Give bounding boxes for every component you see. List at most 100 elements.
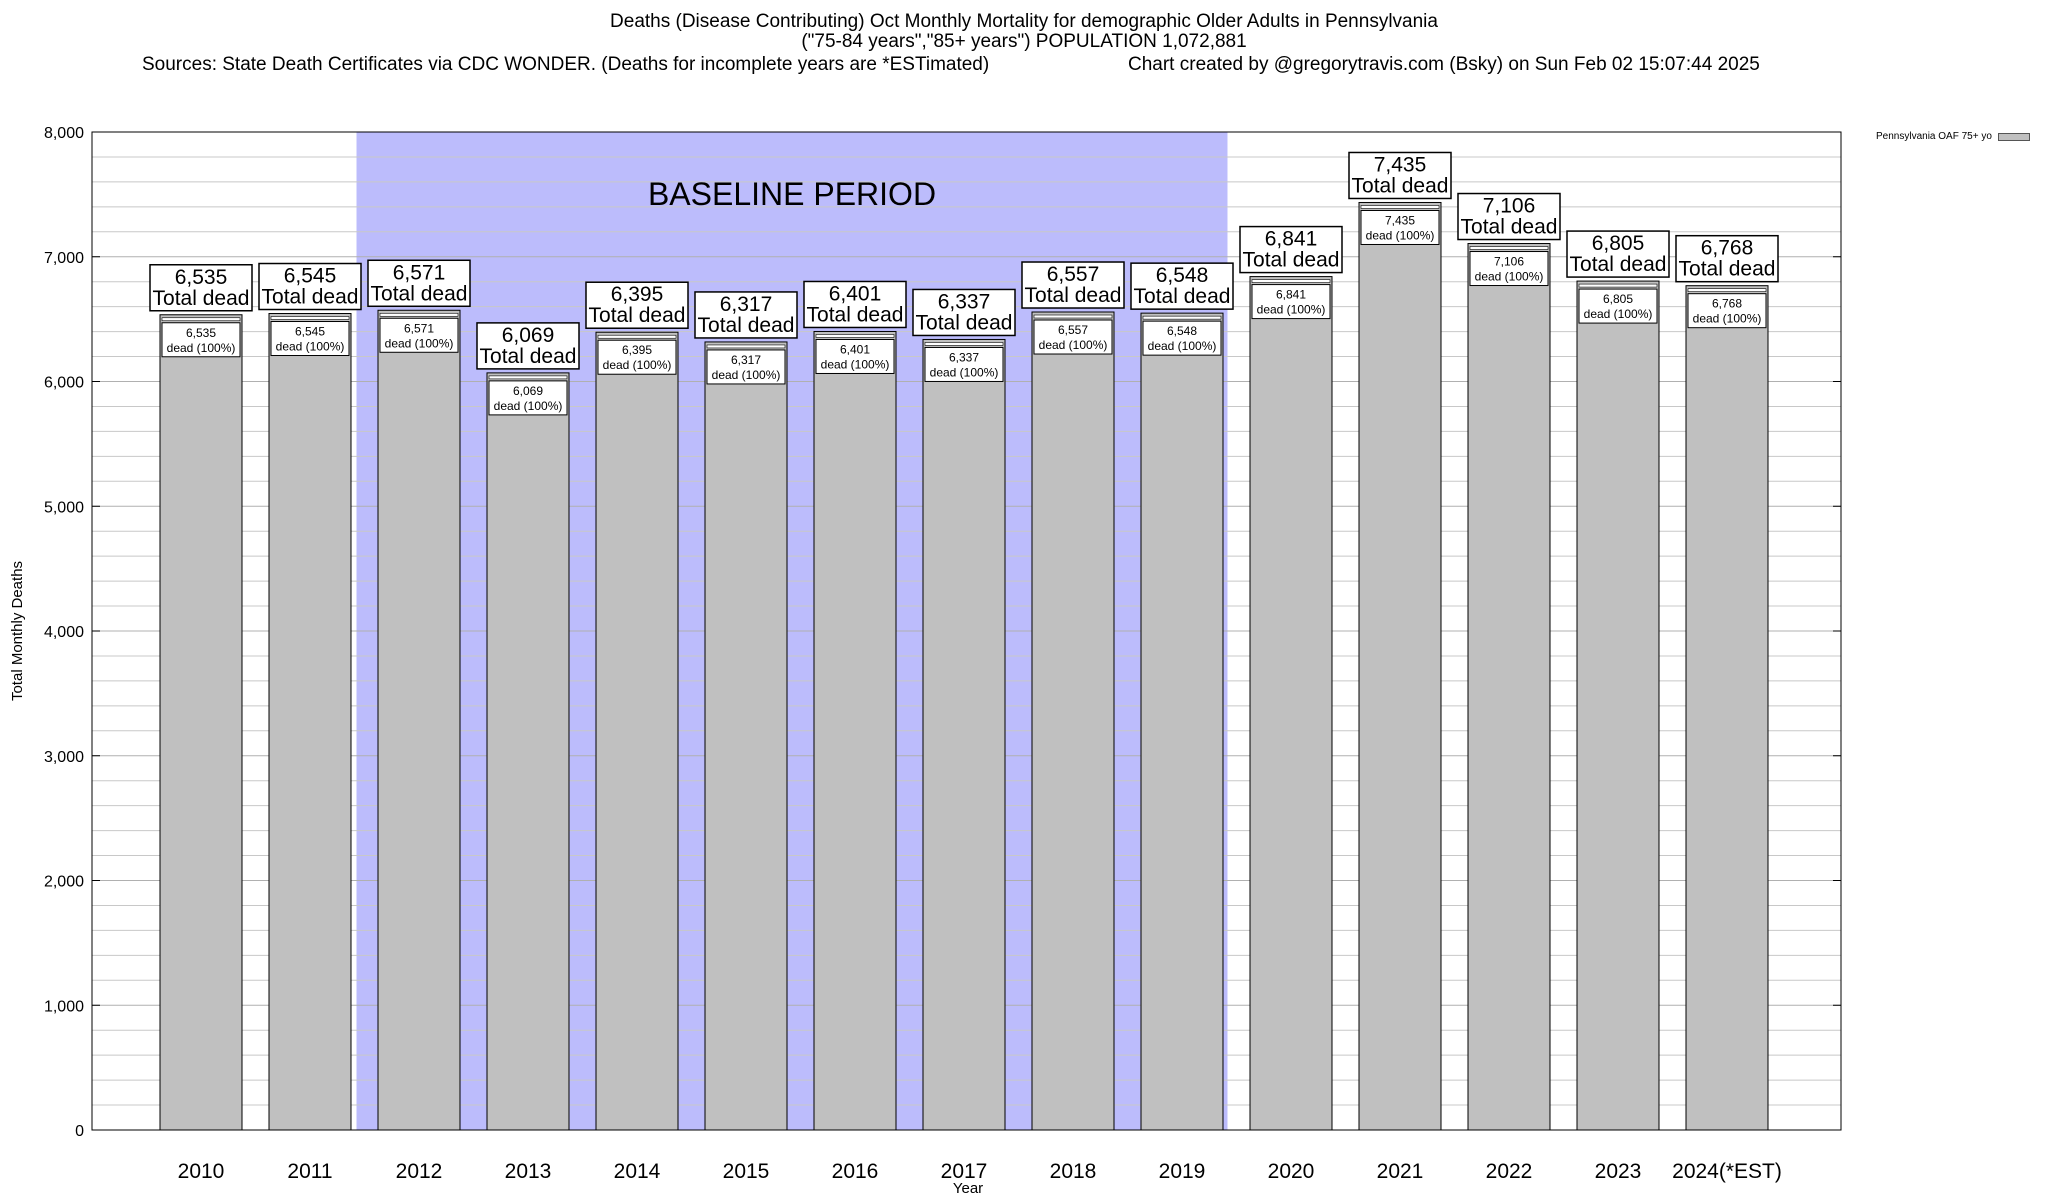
bar-inner-value: 6,571 <box>404 321 434 335</box>
bar-inner-label-box <box>706 349 786 385</box>
bar <box>1249 276 1333 1131</box>
bar-total-value: 7,435 <box>1374 153 1427 176</box>
x-tick-label: 2022 <box>1486 1160 1533 1183</box>
baseline-period-label: BASELINE PERIOD <box>648 176 936 212</box>
bar-inner-value: 6,337 <box>949 350 979 364</box>
bar-inner-value: 6,545 <box>295 325 325 339</box>
bar-total-text: Total dead <box>371 282 468 305</box>
legend: Pennsylvania OAF 75+ yo <box>1876 131 2030 142</box>
y-tick-label: 3,000 <box>44 749 84 766</box>
x-tick-label: 2024(*EST) <box>1672 1160 1782 1183</box>
bar-total-value: 6,395 <box>611 283 664 306</box>
bar <box>1358 201 1442 1131</box>
bar-inner-label-box <box>815 338 895 374</box>
bar <box>1031 311 1115 1131</box>
bar-total-text: Total dead <box>916 311 1013 334</box>
y-tick-label: 2,000 <box>44 874 84 891</box>
bar-total-label-box <box>476 322 580 370</box>
x-tick-label: 2020 <box>1268 1160 1315 1183</box>
y-tick-label: 7,000 <box>44 250 84 267</box>
x-tick-label: 2013 <box>505 1160 552 1183</box>
bar-inner-label-box <box>161 322 241 358</box>
legend-swatch <box>1997 132 2030 141</box>
bar-inner-label-box <box>1033 319 1113 355</box>
bar-inner-percent: dead (100%) <box>1584 307 1653 321</box>
bar-inner-percent: dead (100%) <box>1366 228 1435 242</box>
bar-top-strip <box>1687 288 1767 292</box>
bar-inner-label-box <box>1469 251 1549 287</box>
bar-total-label-box <box>367 259 471 308</box>
bar-inner-label-box <box>488 380 568 416</box>
bar-total-text: Total dead <box>1461 216 1558 239</box>
bar-total-value: 6,557 <box>1047 263 1100 286</box>
x-axis-label: Year <box>953 1180 983 1197</box>
bar-total-label-box <box>694 291 798 339</box>
bar-total-label-box <box>585 281 689 329</box>
bar-total-value: 6,317 <box>720 293 773 316</box>
bar-inner-label-box <box>270 321 350 357</box>
bar-total-value: 6,337 <box>938 290 991 313</box>
legend-label: Pennsylvania OAF 75+ yo <box>1876 131 1992 142</box>
bar-inner-label-box <box>1251 284 1331 320</box>
bar-top-strip <box>1360 205 1440 209</box>
bar-total-value: 6,401 <box>829 282 882 305</box>
bar-inner-value: 6,317 <box>731 353 761 367</box>
bar-total-label-box <box>1021 261 1125 309</box>
bar-inner-percent: dead (100%) <box>494 399 563 413</box>
bar-inner-value: 6,805 <box>1603 292 1633 306</box>
bar-top-strip <box>1251 279 1331 283</box>
bar-total-label-box <box>258 262 362 311</box>
bar-total-label-box <box>1566 230 1670 278</box>
bar <box>704 341 788 1131</box>
y-tick-label: 1,000 <box>44 998 84 1015</box>
bar-total-text: Total dead <box>153 287 250 310</box>
bar-total-text: Total dead <box>480 345 577 368</box>
bar-total-text: Total dead <box>1025 284 1122 307</box>
bar-top-strip <box>1578 283 1658 288</box>
bar <box>1467 243 1551 1131</box>
bar-top-strip <box>597 334 677 339</box>
x-tick-label: 2012 <box>396 1160 443 1183</box>
bar-inner-percent: dead (100%) <box>1475 270 1544 284</box>
y-tick-label: 0 <box>75 1123 84 1140</box>
bar-total-text: Total dead <box>698 314 795 337</box>
bar <box>486 372 570 1131</box>
x-tick-label: 2015 <box>723 1160 770 1183</box>
bar-total-label-box <box>803 280 907 329</box>
bar <box>1576 280 1660 1131</box>
y-tick-label: 5,000 <box>44 499 84 516</box>
bar-inner-value: 6,768 <box>1712 297 1742 311</box>
bar-inner-value: 6,548 <box>1167 324 1197 338</box>
bar-inner-label-box <box>924 346 1004 382</box>
bar-inner-percent: dead (100%) <box>167 341 236 355</box>
bar-inner-percent: dead (100%) <box>385 336 454 350</box>
bar-top-strip <box>924 342 1004 346</box>
bar <box>1685 285 1769 1131</box>
y-tick-label: 6,000 <box>44 375 84 392</box>
bar <box>377 309 461 1131</box>
bar <box>1140 312 1224 1131</box>
bar-total-label-box <box>1239 225 1343 274</box>
x-tick-label: 2019 <box>1159 1160 1206 1183</box>
bar <box>922 338 1006 1131</box>
bar-inner-percent: dead (100%) <box>930 365 999 379</box>
bar-inner-value: 6,535 <box>186 326 216 340</box>
bar-inner-percent: dead (100%) <box>603 358 672 372</box>
chart-credit: Chart created by @gregorytravis.com (Bsk… <box>1128 54 1760 75</box>
bar-inner-percent: dead (100%) <box>1693 312 1762 326</box>
title-line-2: ("75-84 years","85+ years") POPULATION 1… <box>801 31 1247 52</box>
bar-top-strip <box>815 334 895 338</box>
bar-total-text: Total dead <box>1352 174 1449 197</box>
bar-top-strip <box>270 316 350 320</box>
x-tick-label: 2011 <box>287 1160 332 1183</box>
sources-note: Sources: State Death Certificates via CD… <box>142 54 990 75</box>
bar-top-strip <box>161 317 241 322</box>
bar-inner-label-box <box>379 317 459 353</box>
x-tick-label: 2023 <box>1595 1160 1642 1183</box>
x-tick-label: 2017 <box>941 1160 988 1183</box>
bar-top-strip <box>1033 314 1113 319</box>
bar-total-text: Total dead <box>1570 253 1667 276</box>
bar-inner-percent: dead (100%) <box>1257 303 1326 317</box>
x-tick-label: 2018 <box>1050 1160 1097 1183</box>
